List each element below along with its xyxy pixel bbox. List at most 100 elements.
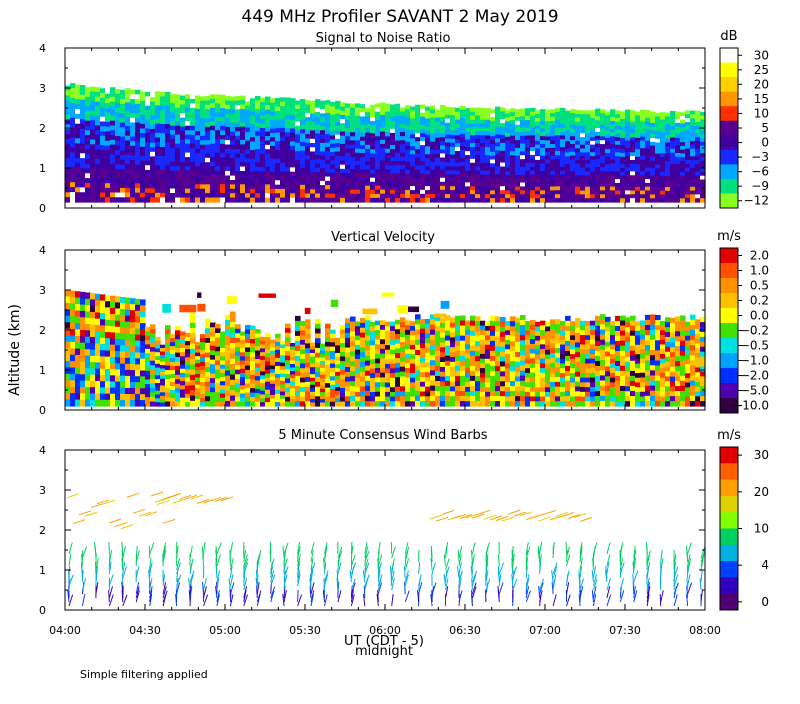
snr-cell [370,149,376,154]
snr-cell [175,117,181,122]
snr-cell [675,168,681,172]
snr-cell [255,96,261,101]
snr-cell [450,170,456,175]
velocity-cell [85,305,91,312]
velocity-cell [100,301,106,308]
velocity-cell [130,316,136,323]
snr-cell [640,133,646,137]
snr-cell [320,164,326,169]
snr-cell [695,175,701,179]
velocity-cell [245,392,251,397]
velocity-cell [560,335,566,340]
snr-cell [500,107,506,112]
snr-cell [395,124,401,129]
snr-cell [615,198,621,202]
snr-cell [340,144,346,149]
snr-cell [530,108,536,113]
snr-cell [570,159,576,163]
snr-cell [470,186,476,191]
velocity-cell [275,398,281,403]
snr-cell [585,187,591,191]
velocity-cell [275,362,281,367]
velocity-cell [80,400,86,407]
velocity-cell [350,356,356,362]
snr-cell [205,167,211,172]
snr-cell [320,139,326,144]
snr-cell [395,169,401,174]
snr-cell [635,176,641,180]
velocity-cell [470,351,476,357]
snr-cell [435,190,441,195]
snr-cell [175,99,181,104]
velocity-cell [200,342,206,347]
snr-cell [405,174,411,179]
velocity-cell [140,347,146,354]
velocity-cell [420,387,426,392]
snr-cell [470,147,476,152]
velocity-cell [535,350,541,355]
snr-cell [205,145,211,150]
snr-cell [500,147,506,152]
snr-cell [410,118,416,123]
velocity-cell [350,396,356,402]
snr-cell [470,143,476,148]
velocity-cell [485,368,491,373]
snr-cell [270,185,276,190]
snr-cell [435,166,441,171]
velocity-cell [315,396,321,401]
snr-cell [375,198,381,203]
snr-cell [665,131,671,135]
velocity-cell [245,401,251,406]
velocity-cell [245,329,251,334]
velocity-cell [495,376,501,382]
snr-cell [390,137,396,142]
snr-cell [240,153,246,158]
snr-cell [620,115,626,119]
snr-cell [520,147,526,152]
snr-cell [260,124,266,129]
snr-cell [115,94,121,99]
snr-cell [185,148,191,153]
snr-cell [555,167,561,172]
snr-cell [400,173,406,178]
snr-cell [275,141,281,146]
snr-cell [455,178,461,183]
snr-cell [605,198,611,202]
snr-cell [295,130,301,135]
snr-cell [410,198,416,203]
snr-cell [365,129,371,134]
velocity-cell [330,347,336,352]
velocity-cell [370,355,376,360]
snr-cell [615,110,621,114]
snr-cell [120,151,126,156]
snr-cell [310,189,316,194]
velocity-cell [130,298,136,305]
velocity-cell [550,363,556,368]
snr-cell [410,126,416,131]
snr-cell [180,127,186,132]
velocity-cell [310,364,316,368]
velocity-cell [520,320,526,326]
snr-cell [690,141,696,145]
velocity-cell [200,398,206,403]
velocity-cell [270,343,276,347]
snr-cell [120,123,126,128]
velocity-cell [105,301,111,308]
snr-cell [380,119,386,124]
snr-cell [580,141,586,145]
velocity-cell [470,316,476,322]
velocity-cell [420,353,426,358]
velocity-cell [290,385,296,389]
snr-cell [230,167,236,172]
snr-cell [430,158,436,163]
snr-cell [610,171,616,175]
snr-cell [555,151,561,156]
snr-cell [260,141,266,146]
snr-cell [580,171,586,175]
snr-cell [165,115,171,120]
velocity-cell [270,391,276,395]
snr-cell [150,170,156,175]
snr-cell [115,103,121,108]
snr-cell [400,186,406,191]
snr-cell [550,113,556,117]
